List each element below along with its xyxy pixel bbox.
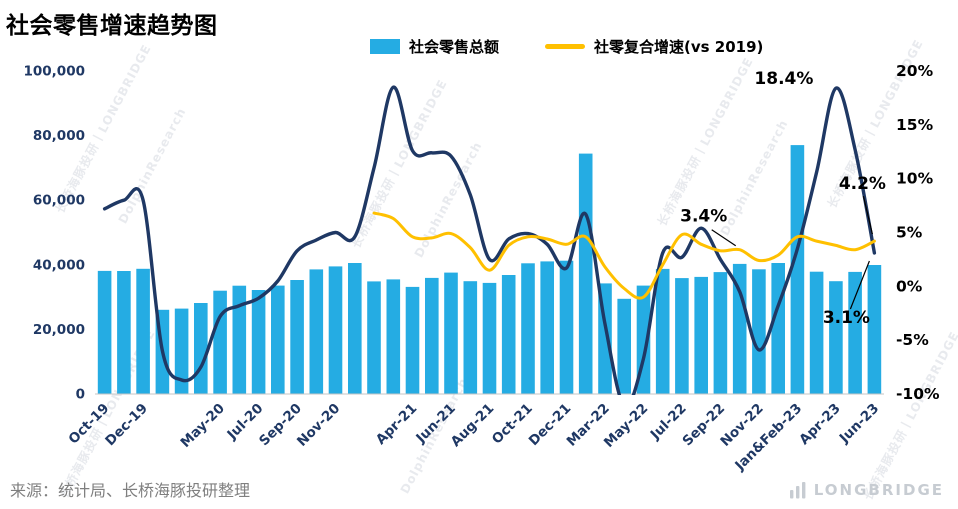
- bar: [194, 303, 208, 394]
- bar: [290, 280, 304, 394]
- left-axis-label: 100,000: [24, 64, 86, 80]
- bar: [809, 271, 824, 394]
- bar: [232, 285, 247, 394]
- right-axis-label: 0%: [896, 277, 923, 295]
- bar: [501, 275, 516, 394]
- left-axis-label: 80,000: [33, 128, 85, 144]
- x-axis-label: May-20: [177, 401, 227, 451]
- annotation-leader: [711, 229, 737, 247]
- bar: [713, 272, 728, 394]
- annotation-label: 18.4%: [754, 69, 813, 89]
- right-axis-label: 5%: [896, 224, 923, 242]
- bar: [540, 261, 554, 394]
- bar: [694, 276, 708, 394]
- annotation-label: 3.1%: [823, 308, 870, 328]
- left-axis-label: 0: [76, 387, 85, 403]
- bar: [675, 278, 689, 394]
- bar: [136, 268, 150, 394]
- legend-item-retail-total: 社会零售总额: [370, 36, 499, 57]
- bar: [309, 269, 324, 394]
- left-axis-label: 20,000: [33, 322, 85, 338]
- bar: [752, 269, 766, 394]
- line-swatch-icon: [545, 44, 586, 49]
- annotation-leader: [849, 260, 870, 310]
- right-axis-label: 20%: [896, 62, 934, 80]
- bar: [617, 298, 631, 394]
- bar: [348, 263, 362, 394]
- right-axis-label: -10%: [896, 385, 940, 403]
- right-axis-label: -5%: [896, 331, 929, 349]
- bar: [117, 271, 131, 394]
- x-axis-label: Aug-21: [448, 401, 498, 451]
- bar: [174, 308, 189, 394]
- left-axis-label: 40,000: [33, 257, 85, 273]
- bar: [386, 279, 401, 394]
- bar: [559, 260, 574, 394]
- yellow-line: [372, 211, 876, 300]
- chart-legend: 社会零售总额 社零复合增速(vs 2019): [370, 36, 763, 57]
- right-axis-label: 10%: [896, 170, 934, 188]
- annotation-label: 3.4%: [680, 207, 727, 227]
- legend-label-retail-total: 社会零售总额: [409, 38, 500, 56]
- bar: [790, 145, 805, 394]
- bar: [771, 263, 785, 394]
- bar: [867, 265, 882, 394]
- x-axis-label: Jan&Feb-23: [731, 401, 805, 475]
- longbridge-logo: LONGBRIDGE: [789, 481, 944, 499]
- right-axis-label: 15%: [896, 116, 934, 134]
- left-axis-label: 60,000: [33, 193, 85, 209]
- bar: [444, 272, 458, 394]
- source-text: 来源：统计局、长桥海豚投研整理: [10, 481, 251, 500]
- bar: [848, 271, 862, 394]
- x-axis-label: Jun-23: [836, 401, 882, 447]
- page-title: 社会零售增速趋势图: [6, 13, 218, 39]
- bar: [271, 285, 285, 394]
- logo-text: LONGBRIDGE: [813, 481, 944, 499]
- bar: [463, 281, 478, 394]
- annotation-label: 4.2%: [839, 174, 886, 194]
- bar: [251, 290, 266, 394]
- legend-item-compound-growth: 社零复合增速(vs 2019): [545, 36, 763, 57]
- bar: [405, 286, 420, 394]
- bar: [521, 263, 535, 394]
- bar: [367, 281, 381, 394]
- bar: [328, 266, 343, 394]
- bar: [482, 282, 497, 394]
- x-axis-label: Apr-21: [373, 401, 420, 448]
- bar: [213, 290, 227, 394]
- x-axis-label: Nov-20: [294, 401, 343, 450]
- bar: [578, 153, 593, 394]
- logo-bars-icon: [789, 482, 806, 499]
- annotation-leader: [862, 195, 873, 235]
- navy-line: [102, 85, 877, 395]
- bar-swatch-icon: [370, 39, 400, 54]
- bar: [829, 281, 843, 394]
- legend-label-compound-growth: 社零复合增速(vs 2019): [594, 38, 764, 56]
- bar: [655, 268, 670, 394]
- x-axis-label: Dec-19: [102, 401, 151, 450]
- x-axis-label: Apr-23: [796, 401, 843, 448]
- bar: [97, 270, 112, 394]
- bar: [425, 277, 439, 394]
